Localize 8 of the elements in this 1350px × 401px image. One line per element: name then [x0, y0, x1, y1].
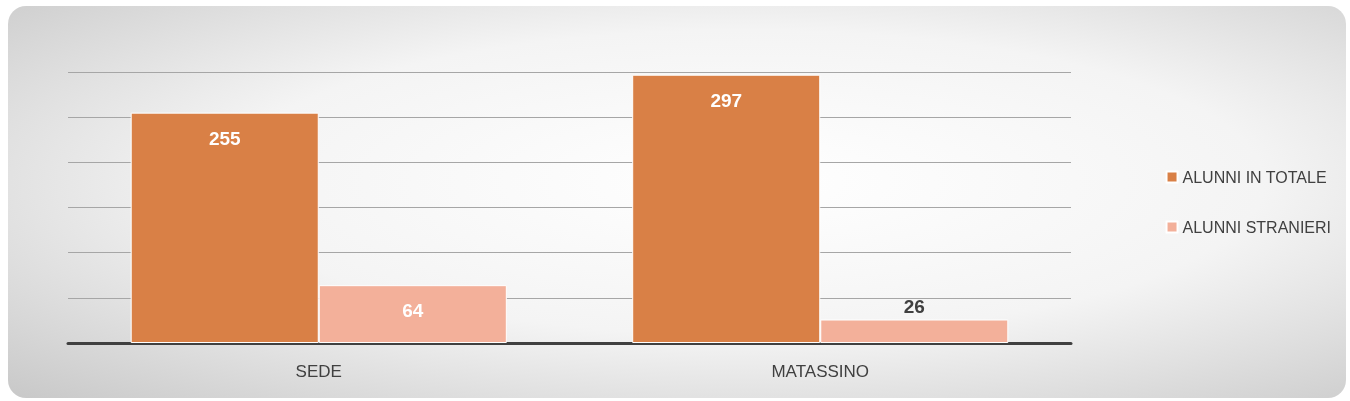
legend-label: ALUNNI IN TOTALE: [1182, 168, 1327, 186]
data-label: 64: [402, 300, 424, 322]
legend-label: ALUNNI STRANIERI: [1182, 218, 1331, 236]
data-label: 297: [710, 89, 743, 111]
x-tick-label: MATASSINO: [771, 362, 870, 381]
x-tick-label: SEDE: [295, 362, 342, 381]
data-label: 26: [903, 295, 925, 317]
data-label: 255: [208, 127, 241, 149]
